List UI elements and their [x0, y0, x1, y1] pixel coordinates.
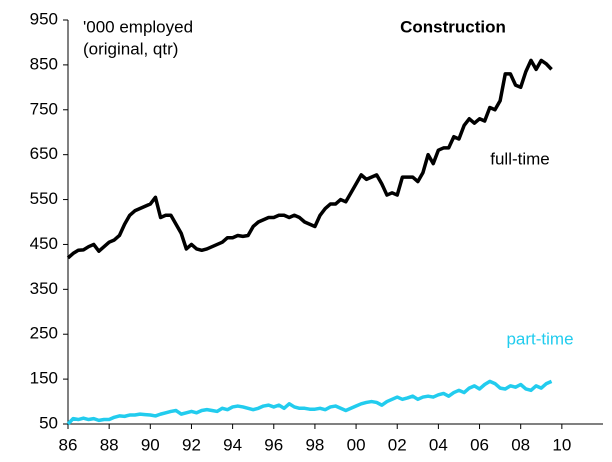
subtitle: (original, qtr) — [83, 39, 178, 58]
y-tick-label: 550 — [30, 189, 58, 208]
x-tick-label: 00 — [347, 435, 366, 454]
x-tick-label: 10 — [552, 435, 571, 454]
x-tick-label: 90 — [141, 435, 160, 454]
x-tick-label: 94 — [223, 435, 242, 454]
y-tick-label: 450 — [30, 234, 58, 253]
x-tick-label: 96 — [264, 435, 283, 454]
x-tick-label: 88 — [100, 435, 119, 454]
y-tick-label: 150 — [30, 369, 58, 388]
y-tick-label: 650 — [30, 144, 58, 163]
y-tick-label: 250 — [30, 324, 58, 343]
x-tick-label: 06 — [470, 435, 489, 454]
x-tick-label: 98 — [305, 435, 324, 454]
series-label: part-time — [506, 329, 573, 348]
y-tick-label: 750 — [30, 99, 58, 118]
y-tick-label: 950 — [30, 9, 58, 28]
x-tick-label: 86 — [59, 435, 78, 454]
series-line — [66, 58, 553, 260]
series-label: full-time — [490, 149, 550, 168]
y-tick-label: 350 — [30, 279, 58, 298]
x-tick-label: 04 — [429, 435, 448, 454]
chart-title: Construction — [400, 17, 506, 36]
x-tick-label: 08 — [511, 435, 530, 454]
y-tick-label: 850 — [30, 54, 58, 73]
subtitle: '000 employed — [83, 17, 193, 36]
y-tick-label: 50 — [39, 413, 58, 432]
x-tick-label: 92 — [182, 435, 201, 454]
x-tick-label: 02 — [388, 435, 407, 454]
series-line — [66, 379, 553, 426]
